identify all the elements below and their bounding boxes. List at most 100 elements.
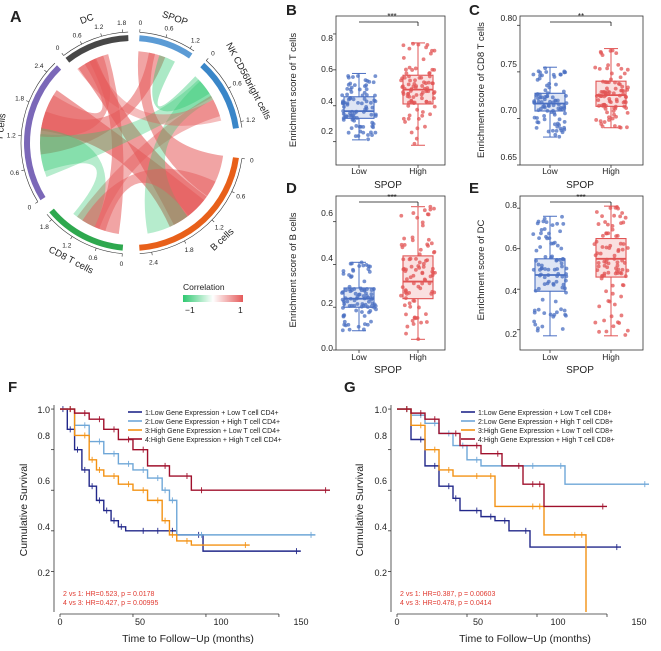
box-low [340,72,378,142]
f-stat-1: 2 vs 1: HR=0.523, p = 0.0178 [63,591,155,598]
data-point [615,263,620,268]
data-point [612,124,617,128]
data-point [619,88,624,93]
data-point [369,319,373,324]
data-point [542,282,547,286]
sector-label: T cells [0,113,9,142]
b-xtick-high: High [409,166,427,176]
g-ytick: 0.8 [374,431,387,441]
data-point [365,294,369,298]
data-point [539,266,544,271]
b-yticks: 0.2 0.4 0.6 0.8 [321,33,333,136]
data-point [408,89,413,93]
data-point [596,222,601,226]
panel-letter-g: G [344,379,356,396]
c-xtick-low: Low [542,166,558,176]
box-high [399,41,437,146]
d-ytick: 0.0 [321,343,333,353]
data-point [550,95,555,100]
data-point [347,327,352,332]
data-point [620,84,625,89]
data-point [542,114,547,118]
data-point [540,297,545,302]
data-point [410,238,415,243]
sector-tick [35,201,39,204]
data-point [596,260,601,265]
data-point [564,93,568,98]
data-point [564,272,568,276]
data-point [626,85,630,90]
panel-b: B Enrichment score of T cells 0.2 0.4 0.… [286,2,427,191]
data-point [615,99,619,104]
sector-arc [23,65,62,201]
d-xtick-high: High [409,352,427,362]
data-point [612,105,616,110]
jitter-points [340,74,378,142]
sector-tick-label: 0.6 [164,25,173,32]
data-point [560,274,565,279]
panel-f: F Cumulative Survival 0.2 0.4 0.6 0.8 1.… [8,379,309,645]
data-point [596,98,601,102]
data-point [411,322,416,326]
data-point [354,124,359,128]
data-point [346,322,351,327]
panel-letter-e: E [469,180,479,197]
data-point [593,65,598,70]
data-point [426,80,431,85]
data-point [555,310,559,315]
data-point [411,95,416,100]
data-point [615,233,620,238]
data-point [403,120,407,124]
data-point [550,223,555,228]
sector-tick-label: 1.2 [62,242,71,249]
data-point [361,303,366,308]
data-point [357,264,362,268]
data-point [625,246,630,250]
data-point [358,286,363,291]
data-point [404,312,408,317]
data-point [597,67,602,71]
data-point [614,269,619,274]
data-point [559,261,564,266]
data-point [610,116,615,121]
data-point [348,114,353,118]
data-point [428,112,432,117]
data-point [539,100,544,104]
data-point [342,104,346,109]
data-point [604,329,609,334]
data-point [605,110,609,115]
data-point [427,100,432,105]
data-point [420,90,425,95]
data-point [623,215,628,220]
chord-ribbon [152,55,210,112]
data-point [536,286,541,291]
data-point [357,292,362,297]
plot-frame [335,15,446,166]
data-point [597,329,601,334]
sector-tick [26,100,30,103]
data-point [421,264,426,269]
data-point [357,124,362,129]
f-xtick: 0 [57,617,62,627]
data-point [349,126,354,131]
data-point [400,285,405,290]
data-point [607,99,612,104]
data-point [404,291,409,296]
chord-ribbon [39,79,212,178]
data-point [539,228,544,232]
data-point [360,93,365,98]
data-point [625,67,630,72]
data-point [547,81,552,86]
data-point [624,106,629,110]
e-ytick: 0.4 [505,286,517,296]
g-xtick: 150 [631,617,646,627]
c-ytick: 0.70 [500,105,517,115]
g-ylabel: Cumulative Survival [354,464,366,557]
sector-tick-label: 0 [120,261,124,268]
data-point [551,72,556,77]
data-point [542,275,547,280]
data-point [561,89,566,94]
f-ytick: 0.4 [37,522,50,532]
data-point [539,231,543,236]
data-point [401,43,406,48]
